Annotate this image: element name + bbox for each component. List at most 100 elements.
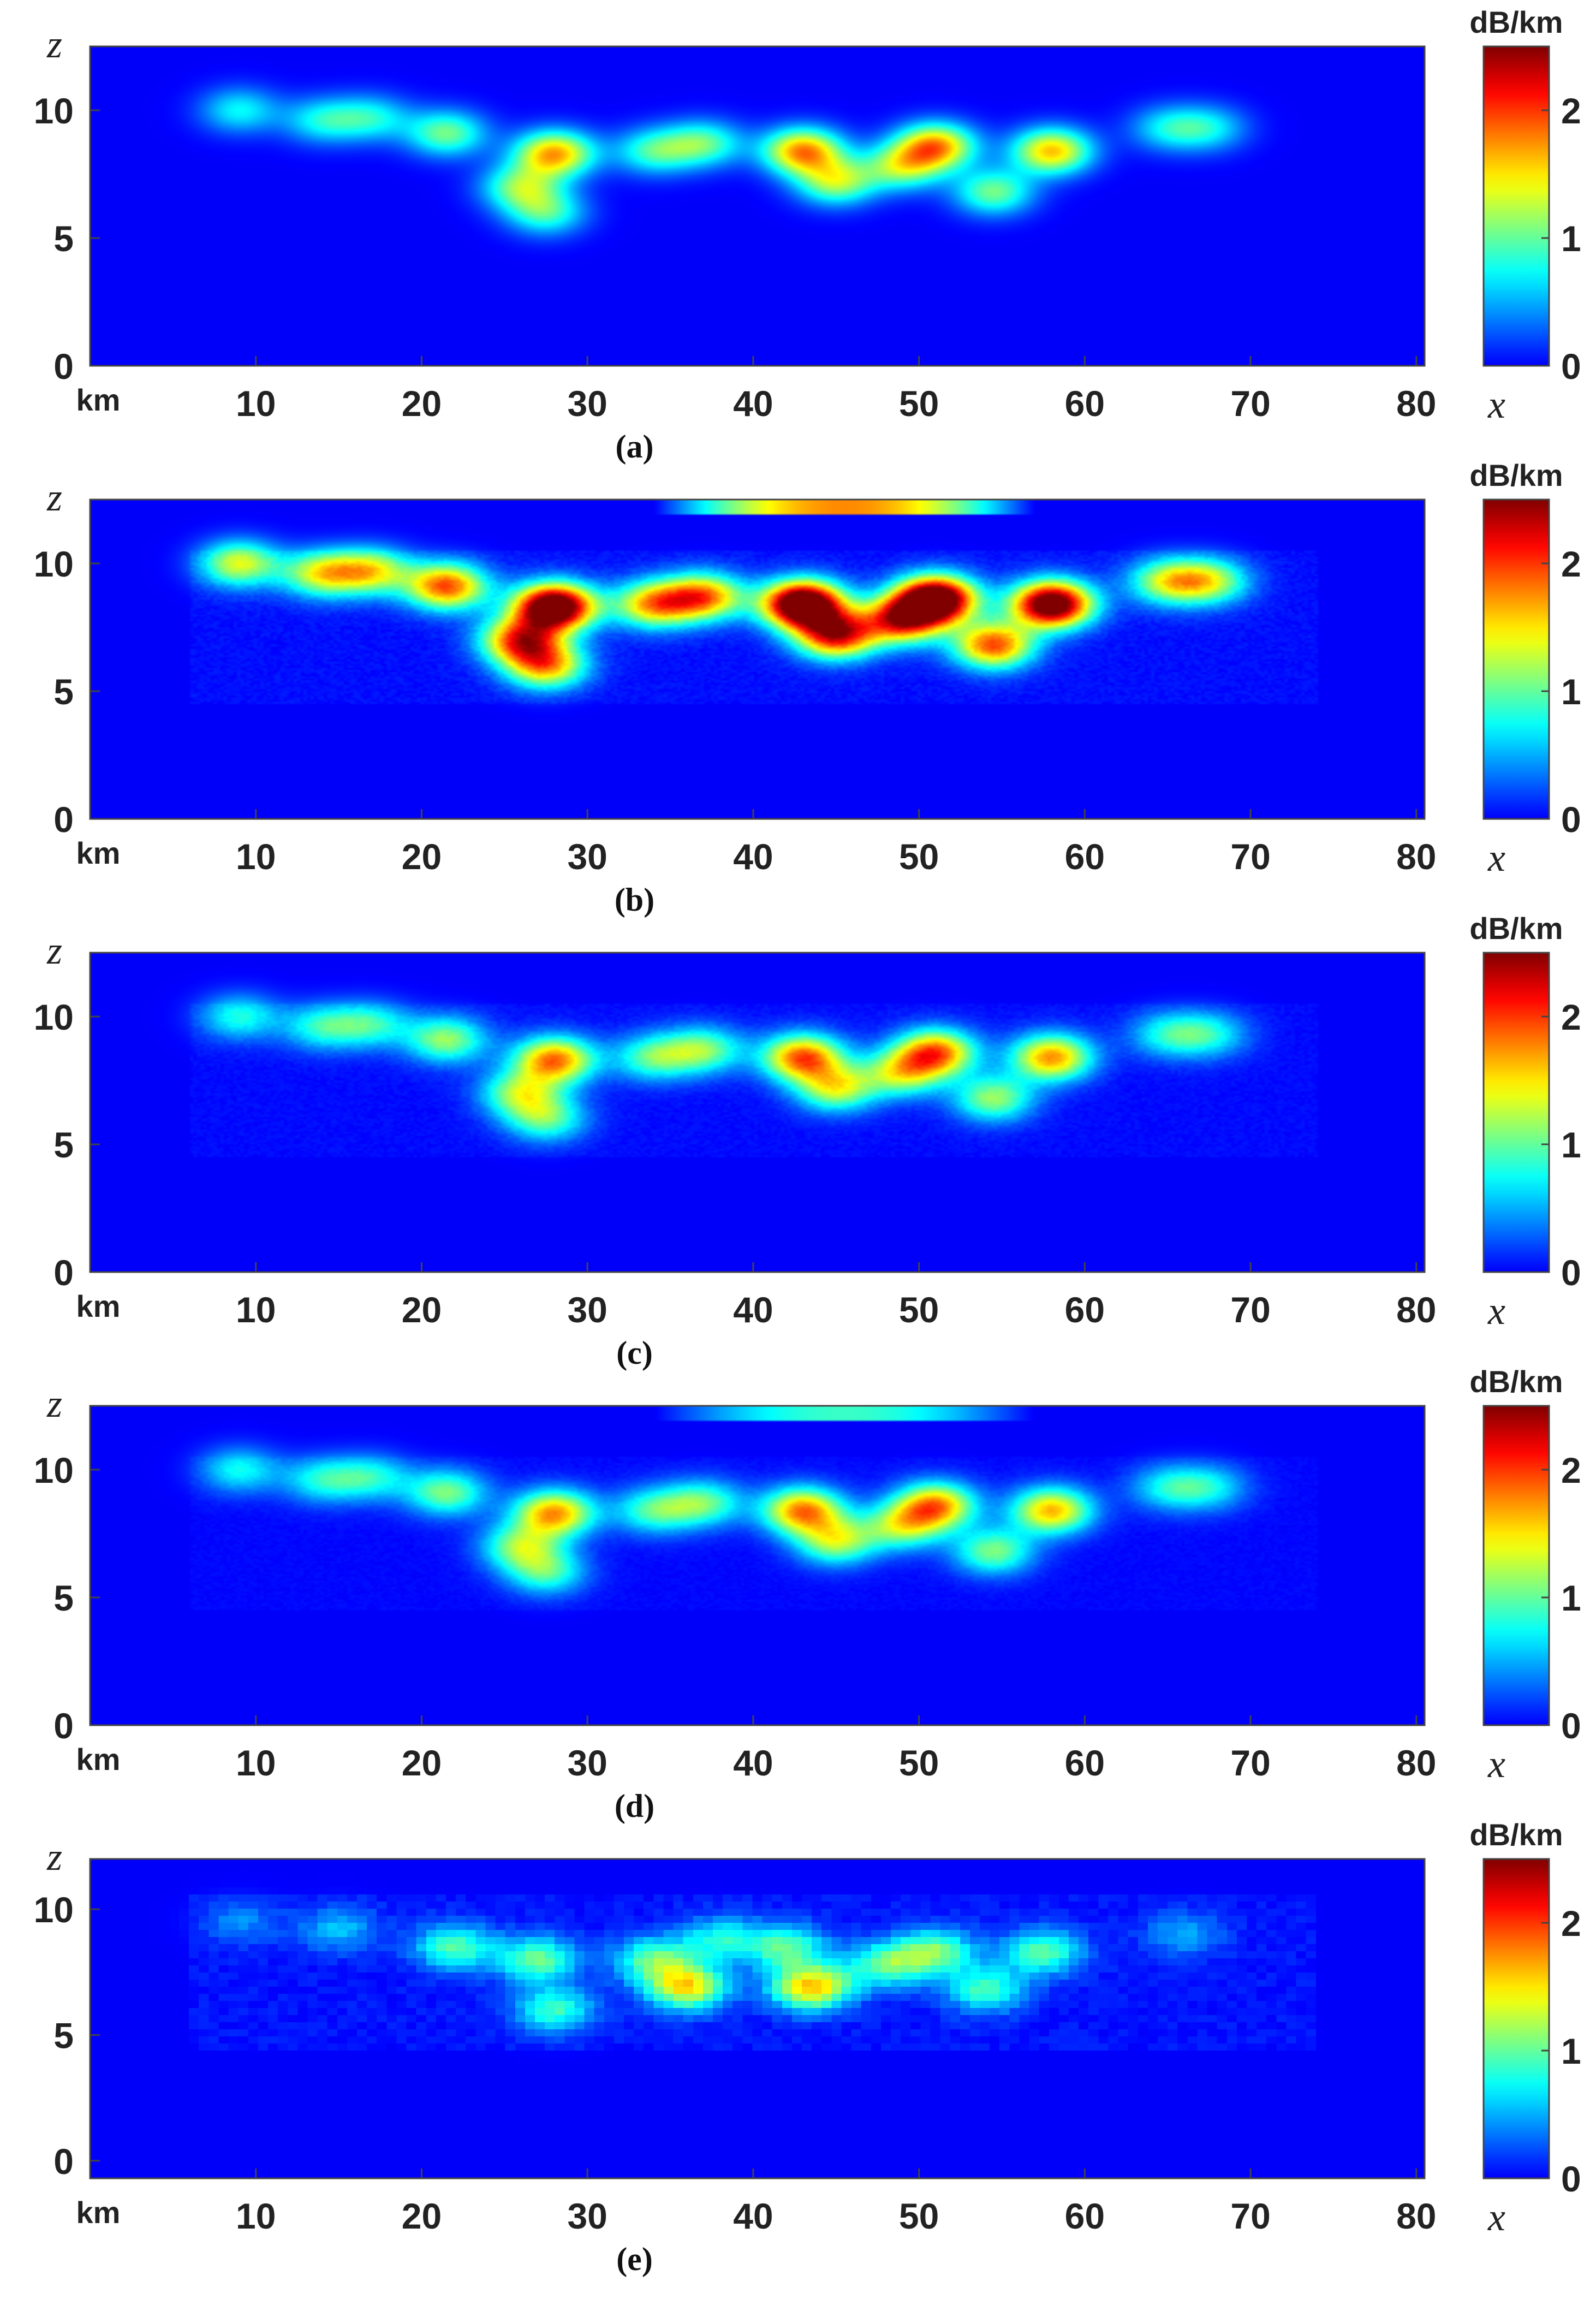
x-tick-label: 60 (1065, 1290, 1105, 1330)
x-axis-label: x (1487, 1742, 1505, 1786)
x-tick-label: 40 (733, 836, 773, 877)
x-tick-label: 10 (236, 383, 276, 424)
x-axis-label: x (1487, 383, 1505, 426)
x-tick-label: 20 (402, 383, 442, 424)
y-tick-label: 5 (53, 672, 74, 712)
y-tick-label: 10 (34, 1890, 74, 1930)
panel-caption: (c) (616, 1335, 653, 1371)
plot-frame (89, 498, 1426, 820)
y-tick-label: 0 (53, 2141, 74, 2182)
x-unit-label: km (76, 383, 121, 417)
x-tick-label: 10 (236, 2196, 276, 2236)
panel-c: 10 20 30 40 50 60 70 80 0 5 10 z x km (c) 0 1 2 dB/km (34, 911, 1581, 1371)
x-tick-label: 50 (899, 2196, 939, 2236)
colorbar-tick-label: 2 (1561, 997, 1581, 1037)
x-tick-label: 30 (567, 383, 607, 424)
panel-caption: (a) (616, 429, 654, 465)
x-tick-label: 30 (567, 1743, 607, 1783)
x-axis-label: x (1487, 836, 1505, 880)
colorbar-tick-label: 0 (1561, 346, 1581, 387)
x-tick-label: 60 (1065, 1743, 1105, 1783)
x-tick-label: 70 (1230, 1743, 1270, 1783)
x-tick-label: 20 (402, 1743, 442, 1783)
y-tick-label: 5 (53, 2015, 74, 2055)
colorbar-tick-label: 0 (1561, 1252, 1581, 1293)
panel-e: 10 20 30 40 50 60 70 80 0 5 10 z x km (e) 0 1 2 dB/km (34, 1817, 1581, 2277)
x-tick-label: 40 (733, 383, 773, 424)
colorbar-tick-label: 2 (1561, 91, 1581, 131)
panel-a: 10 20 30 40 50 60 70 80 0 5 10 z x km (a) 0 1 2 dB/km (34, 5, 1581, 465)
x-axis-label: x (1487, 1289, 1505, 1333)
colorbar-tick-label: 1 (1561, 672, 1581, 712)
x-tick-label: 10 (236, 836, 276, 877)
x-tick-label: 50 (899, 383, 939, 424)
x-tick-label: 80 (1396, 2196, 1436, 2236)
panel-d: 10 20 30 40 50 60 70 80 0 5 10 z x km (d) 0 1 2 dB/km (34, 1364, 1581, 1824)
y-axis-label: z (46, 1835, 62, 1879)
y-tick-label: 0 (53, 1706, 74, 1746)
heatmap-image (90, 1859, 1425, 2178)
colorbar-tick-label: 2 (1561, 1903, 1581, 1944)
y-tick-label: 0 (53, 1252, 74, 1293)
x-tick-label: 10 (236, 1290, 276, 1330)
x-tick-label: 30 (567, 1290, 607, 1330)
plot-frame (89, 1858, 1426, 2179)
colorbar-label: dB/km (1469, 458, 1563, 492)
x-tick-label: 50 (899, 1743, 939, 1783)
x-tick-label: 30 (567, 2196, 607, 2236)
colorbar (1482, 45, 1550, 367)
x-unit-label: km (76, 1289, 121, 1323)
panel-caption: (b) (615, 882, 654, 918)
x-tick-label: 60 (1065, 836, 1105, 877)
x-tick-label: 70 (1230, 836, 1270, 877)
colorbar-tick-label: 0 (1561, 799, 1581, 840)
x-tick-label: 80 (1396, 836, 1436, 877)
colorbar (1482, 952, 1550, 1273)
y-axis-label: z (46, 476, 62, 519)
colorbar-tick-label: 2 (1561, 1450, 1581, 1490)
heatmap-image (90, 500, 1425, 819)
x-tick-label: 80 (1396, 1290, 1436, 1330)
y-tick-label: 0 (53, 346, 74, 387)
heatmap-image (90, 1406, 1425, 1725)
colorbar (1482, 1858, 1550, 2179)
y-tick-label: 10 (34, 1450, 74, 1490)
x-unit-label: km (76, 1742, 121, 1777)
x-tick-label: 30 (567, 836, 607, 877)
colorbar-label: dB/km (1469, 1364, 1563, 1399)
panel-b: 10 20 30 40 50 60 70 80 0 5 10 z x km (b) 0 1 2 dB/km (34, 458, 1581, 918)
colorbar-label: dB/km (1469, 5, 1563, 39)
x-tick-label: 40 (733, 1290, 773, 1330)
colorbar-tick-label: 2 (1561, 544, 1581, 584)
x-tick-label: 20 (402, 836, 442, 877)
x-axis-label: x (1487, 2195, 1505, 2239)
panel-caption: (e) (616, 2241, 653, 2277)
colorbar-tick-label: 1 (1561, 1125, 1581, 1165)
x-tick-label: 20 (402, 1290, 442, 1330)
colorbar-tick-label: 1 (1561, 218, 1581, 259)
x-tick-label: 60 (1065, 2196, 1105, 2236)
plot-frame (89, 1405, 1426, 1726)
heatmap-image (90, 953, 1425, 1272)
y-axis-label: z (46, 1382, 62, 1425)
y-tick-label: 5 (53, 1578, 74, 1618)
x-tick-label: 20 (402, 2196, 442, 2236)
x-unit-label: km (76, 836, 121, 870)
y-tick-label: 5 (53, 1125, 74, 1165)
x-tick-label: 70 (1230, 1290, 1270, 1330)
colorbar-tick-label: 1 (1561, 1578, 1581, 1618)
x-tick-label: 50 (899, 1290, 939, 1330)
x-tick-label: 80 (1396, 1743, 1436, 1783)
x-tick-label: 40 (733, 1743, 773, 1783)
y-tick-label: 0 (53, 799, 74, 840)
x-tick-label: 70 (1230, 2196, 1270, 2236)
x-tick-label: 40 (733, 2196, 773, 2236)
y-tick-label: 10 (34, 91, 74, 131)
colorbar-label: dB/km (1469, 911, 1563, 946)
colorbar (1482, 498, 1550, 820)
plot-frame (89, 952, 1426, 1273)
x-tick-label: 80 (1396, 383, 1436, 424)
x-unit-label: km (76, 2195, 121, 2230)
y-axis-label: z (46, 929, 62, 972)
